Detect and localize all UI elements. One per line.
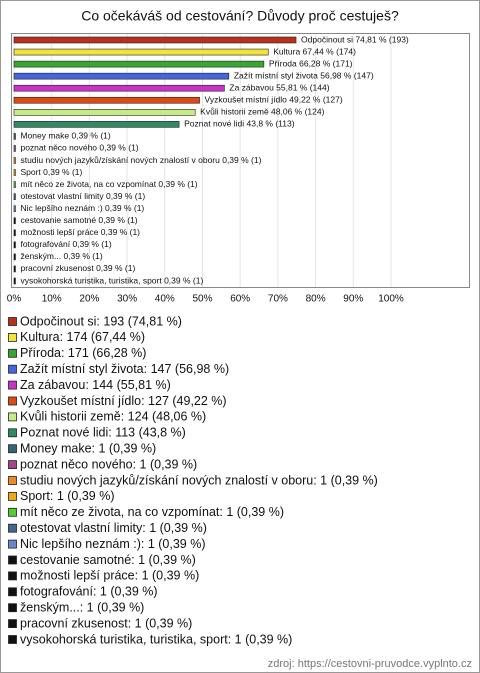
- legend-swatch: [8, 507, 17, 517]
- bar: [13, 181, 16, 188]
- legend-label: Příroda: 171 (66,28 %): [20, 346, 146, 360]
- bar: [13, 60, 265, 68]
- bar: [13, 193, 16, 200]
- legend-label: cestovanie samotné: 1 (0,39 %): [20, 553, 196, 567]
- legend-swatch: [8, 555, 17, 565]
- bar: [13, 121, 180, 128]
- bar-label: vysokohorská turistika, turistika, sport…: [20, 275, 203, 285]
- x-tick-label: 20%: [79, 294, 99, 305]
- legend-label: otestovat vlastní limity: 1 (0,39 %): [20, 521, 207, 535]
- legend-swatch: [8, 619, 17, 628]
- legend-swatch: [8, 523, 17, 533]
- bar-label: Money make 0,39 % (1): [20, 131, 110, 141]
- bar: [13, 145, 16, 152]
- legend-swatch: [8, 364, 17, 374]
- legend-label: Za zábavou: 144 (55,81 %): [20, 378, 171, 392]
- legend-label: Nic lepšího neznám :): 1 (0,39 %): [20, 537, 206, 551]
- x-tick-label: 80%: [306, 294, 326, 305]
- legend-label: možnosti lepší práce: 1 (0,39 %): [20, 569, 199, 583]
- legend-swatch: [8, 476, 17, 485]
- legend-label: Poznat nové lidi: 113 (43,8 %): [20, 426, 186, 440]
- bar-label: pracovní zkusenost 0,39 % (1): [20, 263, 135, 273]
- bar-label: Kultura 67,44 % (174): [273, 46, 356, 56]
- bar-label: Za zábavou 55,81 % (144): [229, 82, 329, 92]
- legend-label: studiu nových jazyků/získání nových znal…: [20, 473, 378, 487]
- legend-swatch: [8, 571, 17, 581]
- legend-label: Money make: 1 (0,39 %): [20, 441, 156, 455]
- bar-label: mít něco ze života, na co vzpomínat 0,39…: [20, 179, 197, 189]
- x-tick-label: 10%: [42, 294, 62, 305]
- bar: [13, 241, 16, 249]
- bar: [13, 48, 269, 56]
- legend-swatch: [8, 539, 17, 549]
- legend-swatch: [8, 635, 17, 644]
- legend-label: Kultura: 174 (67,44 %): [20, 330, 145, 344]
- legend-label: Zažít místní styl života: 147 (56,98 %): [20, 362, 229, 376]
- bar: [13, 253, 16, 261]
- legend-swatch: [8, 603, 17, 613]
- legend-swatch: [8, 348, 17, 358]
- bar-label: Kvůli historii země 48,06 % (124): [200, 107, 324, 117]
- legend-swatch: [8, 317, 17, 326]
- bar-label: Sport 0,39 % (1): [20, 167, 82, 177]
- bar-label: Příroda 66,28 % (171): [269, 58, 353, 68]
- x-tick-label: 60%: [230, 294, 250, 305]
- x-tick-label: 30%: [117, 294, 137, 305]
- bar-label: fotografování 0,39 % (1): [20, 239, 111, 249]
- x-tick-label: 70%: [268, 294, 288, 305]
- legend-swatch: [8, 380, 17, 390]
- bar: [13, 169, 16, 176]
- legend-label: mít něco ze života, na co vzpomínat: 1 (…: [20, 505, 284, 519]
- bar-label: Vyzkoušet místní jídlo 49,22 % (127): [205, 95, 343, 105]
- legend-label: Kvůli historii země: 124 (48,06 %): [20, 410, 206, 424]
- bar-label: poznat něco nového 0,39 % (1): [20, 143, 138, 153]
- bar: [13, 96, 200, 104]
- bar: [13, 217, 16, 225]
- bar: [13, 157, 16, 164]
- bar-label: Odpočinout si 74,81 % (193): [301, 34, 409, 44]
- legend-swatch: [8, 587, 17, 597]
- bar: [13, 277, 16, 285]
- source: zdroj: https://cestovni-pruvodce.vyplnto…: [268, 658, 472, 670]
- legend-swatch: [8, 412, 17, 422]
- legend-label: Vyzkoušet místní jídlo: 127 (49,22 %): [20, 394, 227, 408]
- bar-label: možnosti lepší práce 0,39 % (1): [20, 227, 140, 237]
- bar: [13, 205, 16, 212]
- bar: [13, 84, 225, 92]
- x-tick-label: 100%: [378, 294, 404, 305]
- legend-swatch: [8, 460, 17, 470]
- legend-label: poznat něco nového: 1 (0,39 %): [20, 457, 197, 471]
- bar-label: Nic lepšího neznám :) 0,39 % (1): [20, 203, 144, 213]
- legend-swatch: [8, 396, 17, 406]
- legend-label: vysokohorská turistika, turistika, sport…: [20, 632, 292, 646]
- x-tick-label: 0%: [7, 294, 22, 305]
- legend-label: pracovní zkusenost: 1 (0,39 %): [20, 616, 192, 630]
- bar: [13, 229, 16, 237]
- legend-swatch: [8, 332, 17, 342]
- bar-label: studiu nových jazyků/získání nových znal…: [20, 155, 261, 165]
- legend-label: ženským...: 1 (0,39 %): [20, 600, 144, 614]
- bar-label: cestovanie samotné 0,39 % (1): [20, 215, 137, 225]
- bar: [13, 109, 196, 116]
- legend-swatch: [8, 444, 17, 454]
- chart-title: Co očekáváš od cestování? Důvody proč ce…: [81, 8, 399, 24]
- bar: [13, 265, 16, 273]
- legend-label: Sport: 1 (0,39 %): [20, 489, 115, 503]
- bar-label: ženským... 0,39 % (1): [20, 251, 102, 261]
- bar-label: otestovat vlastní limity 0,39 % (1): [20, 191, 145, 201]
- legend-label: fotografování: 1 (0,39 %): [20, 585, 158, 599]
- x-tick-label: 50%: [192, 294, 212, 305]
- bar-label: Zažít místní styl života 56,98 % (147): [234, 70, 374, 80]
- bar: [13, 72, 230, 80]
- legend-swatch: [8, 491, 17, 501]
- bar-label: Poznat nové lidi 43,8 % (113): [184, 119, 295, 129]
- legend-swatch: [8, 428, 17, 438]
- bar: [13, 36, 297, 44]
- bar: [13, 133, 16, 140]
- x-tick-label: 40%: [155, 294, 175, 305]
- x-tick-label: 90%: [343, 294, 363, 305]
- legend-label: Odpočinout si: 193 (74,81 %): [20, 314, 182, 328]
